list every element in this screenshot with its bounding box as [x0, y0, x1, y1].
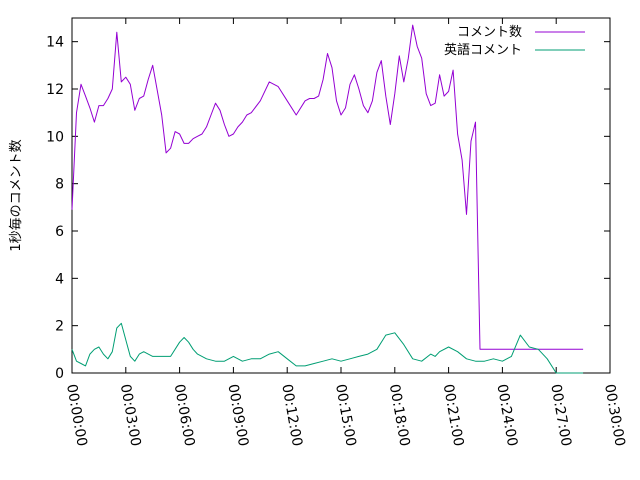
series-line-1 [71, 24, 584, 350]
y-tick-label: 6 [55, 224, 64, 240]
series-layer [71, 24, 584, 374]
legend-label-2: 英語コメント [444, 42, 522, 58]
y-tick-label: 0 [55, 366, 64, 382]
series-line-2 [71, 322, 584, 374]
y-tick-label: 2 [55, 319, 64, 335]
y-tick-label: 12 [46, 82, 64, 98]
y-tick-label: 14 [46, 35, 64, 51]
y-axis: 0 2 4 6 8 10 12 14 [46, 35, 610, 382]
legend-label-1: コメント数 [457, 25, 522, 40]
y-tick-label: 4 [55, 271, 64, 287]
y-axis-title: 1秒毎のコメント数 [8, 139, 24, 251]
y-tick-label: 10 [46, 129, 64, 145]
y-tick-label: 8 [55, 177, 64, 193]
